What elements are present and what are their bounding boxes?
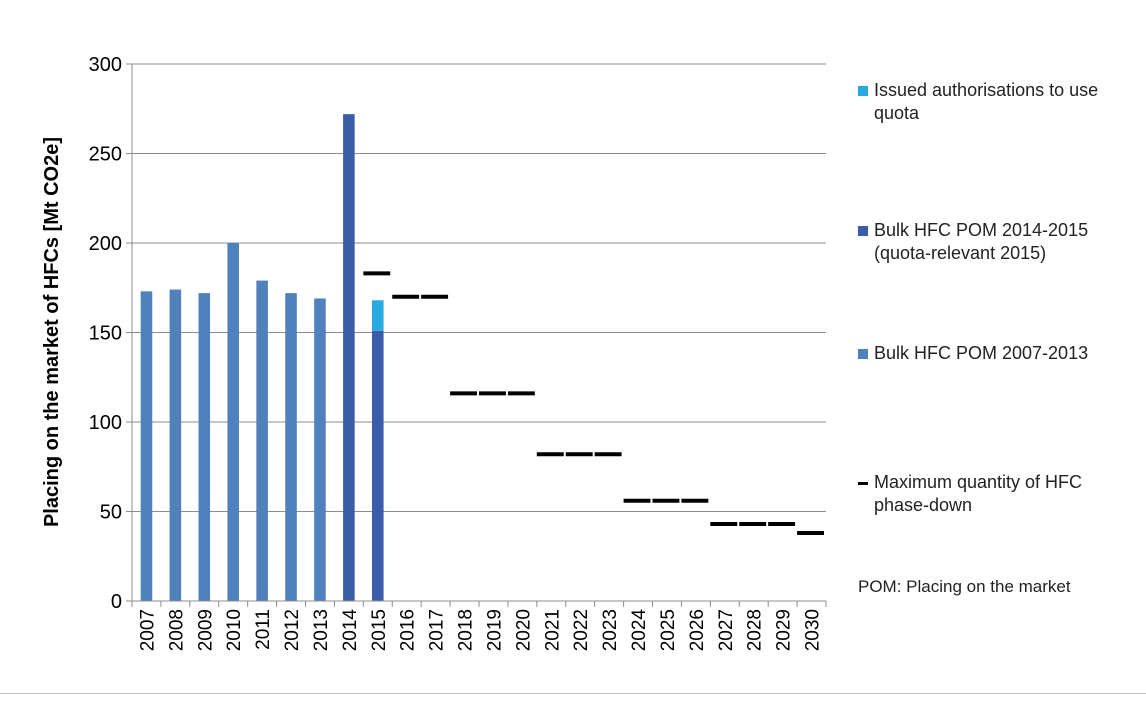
y-tick-label: 50: [100, 502, 122, 524]
x-tick-label: 2027: [716, 609, 737, 651]
x-tick-label: 2013: [311, 609, 332, 651]
x-tick-label: 2017: [427, 609, 448, 651]
x-tick-label: 2030: [803, 609, 824, 651]
legend-label-bulk-2014-2015: Bulk HFC POM 2014-2015 (quota-relevant 2…: [874, 220, 1089, 263]
legend-label-bulk-2007-2013: Bulk HFC POM 2007-2013: [874, 343, 1089, 363]
x-tick-label: 2012: [282, 609, 303, 651]
bar: [198, 293, 211, 601]
legend-item-phase-down: Maximum quantity of HFC phase-down: [858, 471, 1138, 517]
x-tick-label: 2022: [571, 609, 592, 651]
phase-down-dashes: [363, 271, 824, 535]
x-tick-label: 2014: [340, 609, 361, 652]
x-tick-label: 2019: [484, 609, 505, 651]
y-tick-label: 200: [89, 233, 122, 255]
bar: [256, 280, 268, 601]
y-tick-label: 300: [89, 54, 122, 76]
legend-label-phase-down: Maximum quantity of HFC phase-down: [874, 472, 1083, 515]
x-tick-label: 2009: [195, 609, 216, 651]
bar: [169, 289, 182, 601]
legend-item-bulk-2007-2013: Bulk HFC POM 2007-2013: [858, 342, 1143, 365]
x-tick-label: 2029: [774, 609, 795, 651]
bar: [140, 291, 153, 601]
y-tick-label: 100: [89, 412, 122, 434]
legend-dash-phase-down: [858, 482, 868, 485]
bar: [285, 293, 297, 601]
tick-labels: 0 50 100 150 200 250 300 2007 2008 2009 2010 2011 20…: [89, 54, 824, 651]
gridlines: [132, 63, 826, 512]
x-tick-label: 2016: [398, 609, 419, 651]
y-tick-label: 150: [89, 323, 122, 345]
axes: [126, 63, 827, 607]
x-tick-label: 2011: [253, 609, 274, 650]
y-axis-label: Placing on the market of HFCs [Mt CO2e]: [41, 137, 63, 527]
legend-swatch-bulk-2007-2013: [858, 349, 868, 359]
bar: [372, 330, 384, 601]
legend-label-issued-authorisations: Issued authorisations to use quota: [874, 80, 1099, 123]
x-tick-label: 2024: [629, 609, 650, 652]
bar: [314, 298, 326, 601]
x-tick-label: 2023: [600, 609, 621, 651]
legend-item-issued-authorisations: Issued authorisations to use quota: [858, 79, 1143, 125]
x-tick-label: 2020: [513, 609, 534, 651]
y-tick-label: 250: [89, 144, 122, 166]
x-tick-label: 2028: [745, 609, 766, 651]
x-tick-label: 2021: [542, 609, 563, 651]
bar: [343, 114, 355, 602]
bar: [227, 243, 239, 601]
pom-note: POM: Placing on the market: [858, 577, 1071, 596]
legend-item-bulk-2014-2015: Bulk HFC POM 2014-2015 (quota-relevant 2…: [858, 219, 1143, 265]
bars: [140, 114, 384, 602]
x-tick-label: 2010: [224, 609, 245, 651]
x-tick-label: 2015: [369, 609, 390, 651]
x-tick-label: 2008: [166, 609, 187, 651]
bar-stacked: [372, 300, 384, 331]
x-tick-label: 2026: [687, 609, 708, 651]
bottom-border: [0, 693, 1146, 694]
x-tick-label: 2007: [137, 609, 158, 651]
x-tick-label: 2018: [456, 609, 477, 651]
x-tick-label: 2025: [658, 609, 679, 651]
legend-swatch-bulk-2014-2015: [858, 226, 868, 236]
legend-swatch-issued-authorisations: [858, 86, 868, 96]
y-tick-label: 0: [111, 591, 122, 613]
